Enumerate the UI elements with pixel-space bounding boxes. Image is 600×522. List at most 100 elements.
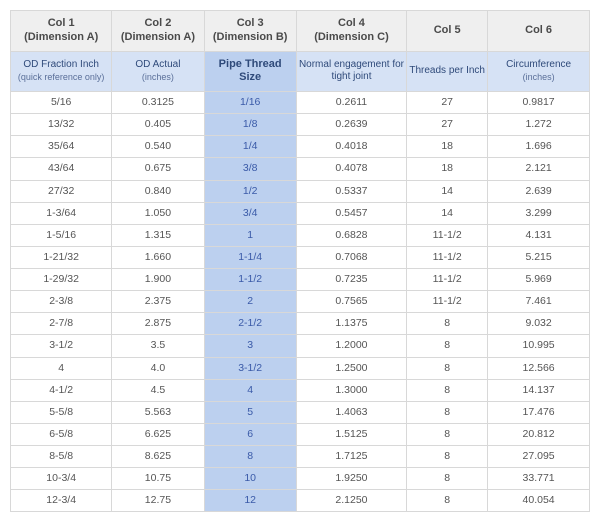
subheader-row: OD Fraction Inch(quick reference only)OD… [11, 51, 590, 92]
table-row: 35/640.5401/40.4018181.696 [11, 136, 590, 158]
subheader-cell-3: Pipe Thread Size [204, 51, 296, 92]
cell: 11-1/2 [407, 269, 488, 291]
cell: 1-1/4 [204, 246, 296, 268]
cell: 27.095 [488, 446, 590, 468]
cell: 3/4 [204, 202, 296, 224]
cell: 0.4078 [296, 158, 406, 180]
cell: 1.272 [488, 114, 590, 136]
table-row: 1-3/641.0503/40.5457143.299 [11, 202, 590, 224]
cell: 0.840 [112, 180, 204, 202]
cell: 5/16 [11, 92, 112, 114]
col-header-1: Col 1(Dimension A) [11, 11, 112, 52]
cell: 0.5457 [296, 202, 406, 224]
cell: 7.461 [488, 291, 590, 313]
table-row: 27/320.8401/20.5337142.639 [11, 180, 590, 202]
cell: 2-7/8 [11, 313, 112, 335]
table-row: 3-1/23.531.2000810.995 [11, 335, 590, 357]
cell: 1.9250 [296, 468, 406, 490]
cell: 0.7565 [296, 291, 406, 313]
cell: 3-1/2 [204, 357, 296, 379]
cell: 5.969 [488, 269, 590, 291]
cell: 4 [204, 379, 296, 401]
cell: 14 [407, 180, 488, 202]
cell: 12.566 [488, 357, 590, 379]
table-row: 43/640.6753/80.4078182.121 [11, 158, 590, 180]
cell: 1.1375 [296, 313, 406, 335]
cell: 0.9817 [488, 92, 590, 114]
cell: 8 [407, 446, 488, 468]
header-row: Col 1(Dimension A)Col 2(Dimension A)Col … [11, 11, 590, 52]
cell: 0.540 [112, 136, 204, 158]
cell: 8 [407, 490, 488, 512]
cell: 6 [204, 423, 296, 445]
cell: 9.032 [488, 313, 590, 335]
cell: 8 [407, 468, 488, 490]
cell: 0.5337 [296, 180, 406, 202]
cell: 10.75 [112, 468, 204, 490]
cell: 1.696 [488, 136, 590, 158]
cell: 8 [407, 401, 488, 423]
cell: 2.375 [112, 291, 204, 313]
cell: 1.7125 [296, 446, 406, 468]
cell: 1/2 [204, 180, 296, 202]
subheader-cell-5: Threads per Inch [407, 51, 488, 92]
cell: 1/4 [204, 136, 296, 158]
cell: 12.75 [112, 490, 204, 512]
col-header-2: Col 2(Dimension A) [112, 11, 204, 52]
cell: 10.995 [488, 335, 590, 357]
cell: 3.5 [112, 335, 204, 357]
cell: 5.563 [112, 401, 204, 423]
cell: 1 [204, 224, 296, 246]
cell: 3 [204, 335, 296, 357]
cell: 5 [204, 401, 296, 423]
cell: 0.2611 [296, 92, 406, 114]
cell: 4.5 [112, 379, 204, 401]
cell: 5.215 [488, 246, 590, 268]
cell: 3.299 [488, 202, 590, 224]
cell: 1-21/32 [11, 246, 112, 268]
cell: 3-1/2 [11, 335, 112, 357]
cell: 0.675 [112, 158, 204, 180]
cell: 5-5/8 [11, 401, 112, 423]
cell: 43/64 [11, 158, 112, 180]
cell: 2.639 [488, 180, 590, 202]
cell: 12-3/4 [11, 490, 112, 512]
cell: 13/32 [11, 114, 112, 136]
col-header-3: Col 3(Dimension B) [204, 11, 296, 52]
cell: 0.3125 [112, 92, 204, 114]
cell: 1.900 [112, 269, 204, 291]
table-row: 8-5/88.62581.7125827.095 [11, 446, 590, 468]
cell: 0.6828 [296, 224, 406, 246]
col-header-6: Col 6 [488, 11, 590, 52]
cell: 6-5/8 [11, 423, 112, 445]
cell: 4.131 [488, 224, 590, 246]
cell: 18 [407, 136, 488, 158]
cell: 2.1250 [296, 490, 406, 512]
table-row: 1-5/161.31510.682811-1/24.131 [11, 224, 590, 246]
table-row: 1-29/321.9001-1/20.723511-1/25.969 [11, 269, 590, 291]
cell: 1/16 [204, 92, 296, 114]
cell: 1-5/16 [11, 224, 112, 246]
cell: 27 [407, 114, 488, 136]
subheader-cell-4: Normal engagement for tight joint [296, 51, 406, 92]
cell: 1.3000 [296, 379, 406, 401]
table-row: 13/320.4051/80.2639271.272 [11, 114, 590, 136]
cell: 17.476 [488, 401, 590, 423]
cell: 1.660 [112, 246, 204, 268]
cell: 2 [204, 291, 296, 313]
table-row: 6-5/86.62561.5125820.812 [11, 423, 590, 445]
cell: 11-1/2 [407, 291, 488, 313]
cell: 8.625 [112, 446, 204, 468]
table-row: 5/160.31251/160.2611270.9817 [11, 92, 590, 114]
cell: 2.121 [488, 158, 590, 180]
cell: 1.5125 [296, 423, 406, 445]
cell: 0.7235 [296, 269, 406, 291]
table-row: 2-7/82.8752-1/21.137589.032 [11, 313, 590, 335]
cell: 12 [204, 490, 296, 512]
cell: 8 [407, 423, 488, 445]
cell: 10 [204, 468, 296, 490]
table-row: 12-3/412.75122.1250840.054 [11, 490, 590, 512]
cell: 4 [11, 357, 112, 379]
cell: 0.7068 [296, 246, 406, 268]
cell: 1/8 [204, 114, 296, 136]
